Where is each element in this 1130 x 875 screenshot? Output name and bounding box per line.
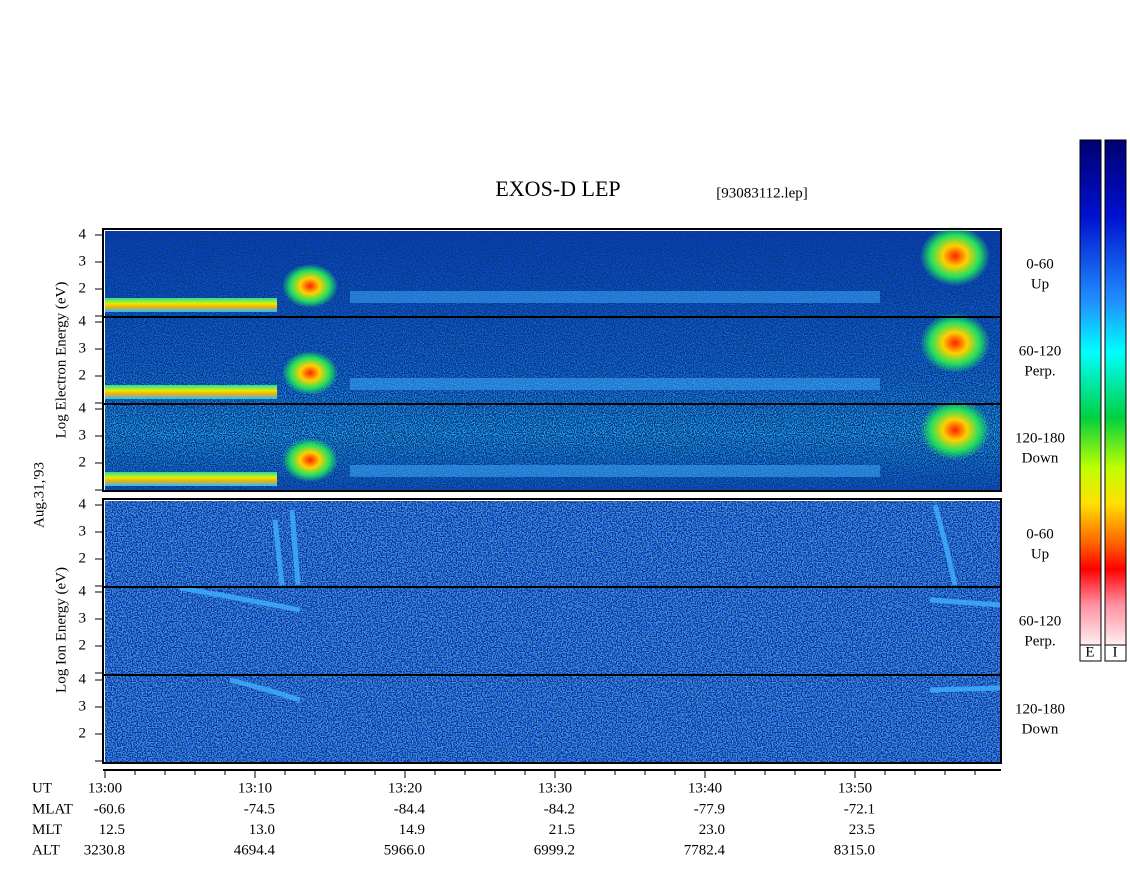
row-value: 14.9 [399, 822, 425, 838]
y-tick-label: 2 [79, 454, 87, 470]
hot-spot [282, 438, 338, 482]
ion-axis-label: Log Ion Energy (eV) [53, 567, 69, 693]
row-label: UT [32, 780, 52, 796]
y-tick-label: 2 [79, 367, 87, 383]
row-value: 13.0 [249, 822, 275, 838]
low-energy-band [105, 385, 277, 399]
hot-spot [282, 351, 338, 395]
y-tick-label: 3 [79, 340, 87, 356]
band [350, 465, 880, 477]
row-value: 6999.2 [534, 842, 575, 858]
low-energy-band [105, 298, 277, 312]
row-value: 23.0 [699, 822, 725, 838]
row-label: MLAT [32, 801, 73, 817]
color-bar-label: E [1085, 644, 1094, 660]
direction-label: Up [1031, 276, 1049, 292]
y-tick-label: 3 [79, 610, 87, 626]
x-tick-label: 13:50 [838, 780, 872, 796]
row-value: 3230.8 [84, 842, 125, 858]
y-tick-label: 3 [79, 523, 87, 539]
file-name: [93083112.lep] [716, 185, 808, 201]
row-value: -74.5 [244, 801, 275, 817]
row-value: -60.6 [94, 801, 126, 817]
row-value: 4694.4 [234, 842, 276, 858]
x-tick-label: 13:40 [688, 780, 722, 796]
y-tick-label: 4 [79, 496, 87, 512]
angle-label: 60-120 [1019, 343, 1062, 359]
electron-spectrogram [105, 226, 1000, 490]
row-value: 7782.4 [684, 842, 726, 858]
direction-label: Down [1022, 721, 1059, 737]
hot-spot [920, 313, 990, 373]
electron-frame [102, 228, 1002, 492]
angle-label: 60-120 [1019, 613, 1062, 629]
band [350, 291, 880, 303]
row-value: 8315.0 [834, 842, 875, 858]
ion-frame [102, 498, 1002, 764]
hot-spot [920, 400, 990, 460]
row-label: MLT [32, 822, 62, 838]
y-tick-label: 4 [79, 226, 87, 242]
direction-label: Perp. [1024, 363, 1055, 379]
angle-label: 120-180 [1015, 430, 1065, 446]
direction-label: Down [1022, 450, 1059, 466]
direction-label: Perp. [1024, 633, 1055, 649]
angle-label: 120-180 [1015, 701, 1065, 717]
color-bars [1079, 139, 1127, 662]
band [350, 378, 880, 390]
row-value: -72.1 [844, 801, 875, 817]
y-tick-label: 4 [79, 583, 87, 599]
row-value: 23.5 [849, 822, 875, 838]
row-value: -77.9 [694, 801, 725, 817]
y-tick-label: 2 [79, 280, 87, 296]
row-label: ALT [32, 842, 60, 858]
row-value: -84.4 [394, 801, 426, 817]
hot-spot [920, 226, 990, 286]
y-tick-label: 3 [79, 427, 87, 443]
y-tick-label: 2 [79, 550, 87, 566]
x-tick-label: 13:00 [88, 780, 122, 796]
row-value: -84.2 [544, 801, 575, 817]
x-tick-label: 13:30 [538, 780, 572, 796]
y-tick-label: 3 [79, 253, 87, 269]
row-value: 5966.0 [384, 842, 425, 858]
y-tick-label: 2 [79, 725, 87, 741]
electron-axis-label: Log Electron Energy (eV) [53, 282, 69, 439]
y-tick-label: 4 [79, 313, 87, 329]
ion-spectrogram [105, 501, 1001, 762]
date: Aug.31,'93 [31, 462, 47, 528]
x-tick-label: 13:10 [238, 780, 272, 796]
x-tick-label: 13:20 [388, 780, 422, 796]
low-energy-band [105, 472, 277, 486]
row-value: 12.5 [99, 822, 125, 838]
y-tick-label: 4 [79, 400, 87, 416]
angle-label: 0-60 [1026, 526, 1054, 542]
color-bar-label: I [1113, 644, 1118, 660]
y-tick-label: 4 [79, 671, 87, 687]
y-tick-label: 2 [79, 637, 87, 653]
row-value: 21.5 [549, 822, 575, 838]
title: EXOS-D LEP [495, 176, 620, 201]
angle-label: 0-60 [1026, 256, 1054, 272]
y-tick-label: 3 [79, 698, 87, 714]
hot-spot [282, 264, 338, 308]
direction-label: Up [1031, 546, 1049, 562]
